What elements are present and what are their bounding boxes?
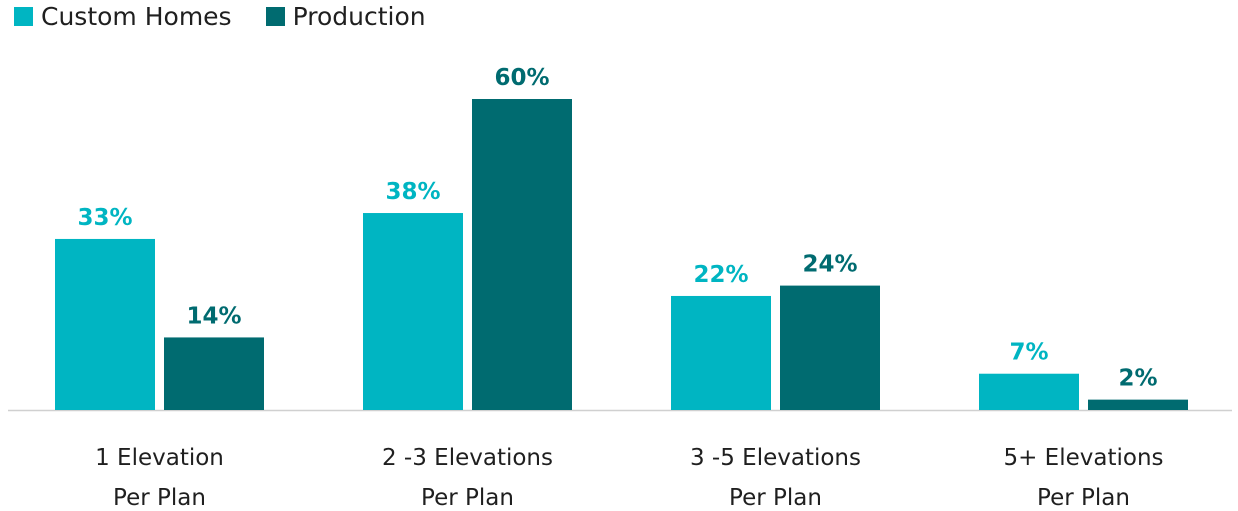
category-label-0-line-0: 1 Elevation [95, 445, 224, 471]
bar-production-3 [1088, 399, 1188, 410]
category-label-3-line-0: 5+ Elevations [1003, 445, 1163, 471]
category-label-1-line-0: 2 -3 Elevations [382, 445, 553, 471]
category-label-3-line-1: Per Plan [1037, 485, 1130, 511]
data-label-production-1: 60% [494, 65, 549, 91]
data-label-custom-homes-2: 22% [693, 262, 748, 288]
legend-item-production: Production [265, 2, 426, 31]
data-label-custom-homes-0: 33% [77, 205, 132, 231]
category-label-0-line-1: Per Plan [113, 485, 206, 511]
legend-label-production: Production [292, 2, 426, 31]
bar-custom-homes-0 [55, 238, 155, 410]
legend-swatch-custom-homes [14, 7, 33, 26]
data-label-custom-homes-1: 38% [385, 179, 440, 205]
data-label-production-0: 14% [186, 303, 241, 329]
bar-production-1 [472, 99, 572, 410]
bar-production-2 [780, 285, 880, 410]
legend-item-custom-homes: Custom Homes [14, 2, 232, 31]
category-label-2-line-1: Per Plan [729, 485, 822, 511]
legend-label-custom-homes: Custom Homes [41, 2, 232, 31]
bar-custom-homes-3 [979, 373, 1079, 410]
legend-swatch-production [265, 7, 285, 26]
bar-custom-homes-2 [671, 295, 771, 410]
data-label-production-2: 24% [802, 252, 857, 278]
category-label-2-line-0: 3 -5 Elevations [690, 445, 861, 471]
data-label-production-3: 2% [1118, 366, 1157, 392]
bar-custom-homes-1 [363, 213, 463, 410]
data-label-custom-homes-3: 7% [1009, 340, 1048, 366]
legend: Custom Homes Production [14, 2, 460, 31]
category-label-1-line-1: Per Plan [421, 485, 514, 511]
bar-production-0 [164, 337, 264, 410]
